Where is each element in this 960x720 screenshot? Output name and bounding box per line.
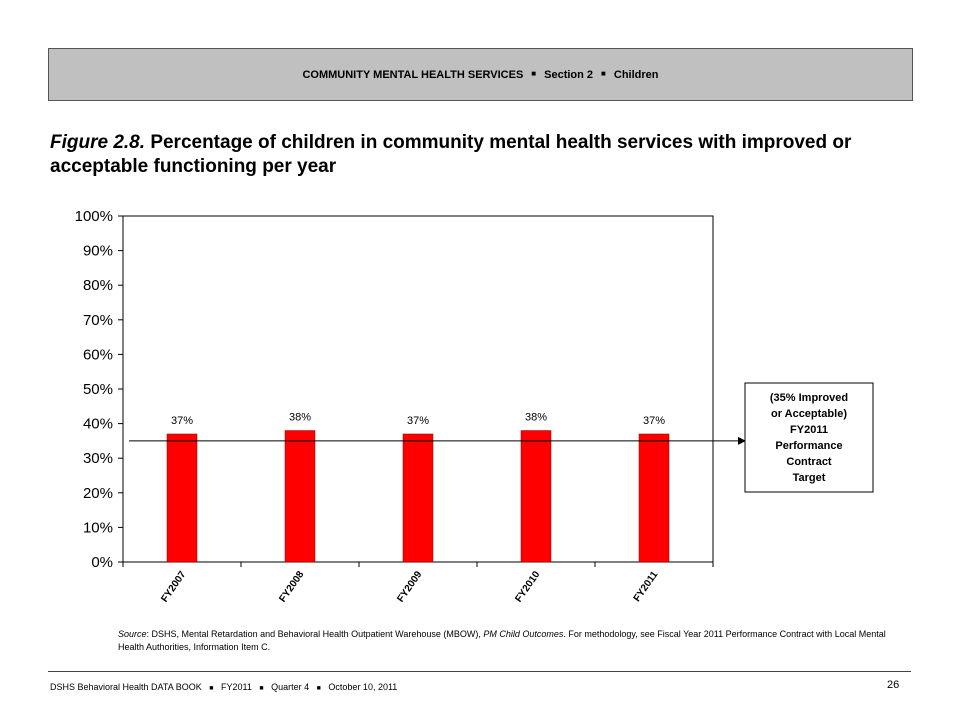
x-axis: FY2007 FY2008 FY2009 FY2010 FY2011 bbox=[122, 562, 714, 604]
x-tick-label: FY2007 bbox=[159, 569, 188, 604]
footer: DSHS Behavioral Health DATA BOOK ■ FY201… bbox=[50, 682, 397, 692]
y-tick-label: 0% bbox=[91, 554, 113, 571]
data-label: 37% bbox=[643, 415, 665, 427]
bar-chart: 0% 10% 20% 30% 40% 50% 60% 70% 80% 90% 100% FY2007… bbox=[75, 208, 874, 604]
bar bbox=[284, 430, 316, 563]
data-label: 38% bbox=[289, 412, 311, 424]
section-header: COMMUNITY MENTAL HEALTH SERVICES ■ Secti… bbox=[48, 48, 913, 101]
performance-target: (35% Improved or Acceptable) FY2011 Perform… bbox=[129, 382, 874, 493]
y-tick-label: 90% bbox=[83, 243, 113, 260]
source-prefix: Source bbox=[118, 629, 147, 639]
footer-divider bbox=[48, 671, 911, 672]
y-tick-label: 50% bbox=[83, 381, 113, 398]
x-tick-label: FY2010 bbox=[513, 569, 542, 604]
figure-title: Figure 2.8. Percentage of children in co… bbox=[50, 131, 870, 179]
data-label: 38% bbox=[525, 412, 547, 424]
source-text-2: . For methodology, see Fiscal Year 2011 … bbox=[118, 629, 886, 652]
header-section: Section 2 bbox=[544, 68, 594, 81]
target-label-line: FY2011 bbox=[790, 424, 828, 436]
target-label-box bbox=[744, 382, 874, 493]
header-separator: ■ bbox=[601, 69, 606, 78]
y-tick-label: 100% bbox=[75, 208, 113, 225]
header-population: Children bbox=[613, 68, 659, 81]
target-label-line: (35% Improved bbox=[770, 392, 848, 404]
target-label: (35% Improved or Acceptable) FY2011 Perform… bbox=[770, 392, 848, 484]
source-text-1: : DSHS, Mental Retardation and Behaviora… bbox=[146, 629, 484, 639]
bar bbox=[638, 433, 670, 563]
y-axis: 0% 10% 20% 30% 40% 50% 60% 70% 80% 90% 100% bbox=[75, 208, 123, 571]
footer-book: DSHS Behavioral Health DATA BOOK bbox=[50, 682, 202, 692]
header-separator: ■ bbox=[531, 69, 537, 78]
source-note: Source: DSHS, Mental Retardation and Beh… bbox=[118, 628, 908, 654]
page-number: 26 bbox=[887, 679, 900, 691]
data-label: 37% bbox=[171, 415, 193, 427]
bar bbox=[166, 433, 198, 563]
target-label-line: Performance bbox=[775, 440, 842, 452]
source-italic-text: PM Child Outcomes bbox=[483, 629, 564, 639]
footer-fiscal-year: FY2011 bbox=[221, 682, 252, 692]
footer-separator: ■ bbox=[259, 685, 264, 692]
y-tick-label: 60% bbox=[83, 346, 113, 363]
target-label-line: Contract bbox=[786, 456, 832, 468]
figure-title-text: Percentage of children in community ment… bbox=[50, 132, 852, 177]
header-section-title: COMMUNITY MENTAL HEALTH SERVICES bbox=[302, 68, 524, 81]
y-tick-label: 70% bbox=[83, 312, 113, 329]
footer-separator: ■ bbox=[316, 685, 321, 692]
y-tick-label: 10% bbox=[83, 519, 113, 536]
bar bbox=[520, 430, 552, 563]
data-label: 37% bbox=[407, 415, 429, 427]
figure-label: Figure 2.8. bbox=[50, 132, 146, 153]
footer-date: October 10, 2011 bbox=[328, 682, 398, 692]
footer-separator: ■ bbox=[209, 685, 214, 692]
target-label-line: Target bbox=[793, 472, 826, 484]
footer-quarter: Quarter 4 bbox=[271, 682, 310, 692]
target-label-line: or Acceptable) bbox=[771, 408, 847, 420]
x-tick-label: FY2008 bbox=[277, 569, 306, 604]
y-tick-label: 20% bbox=[83, 485, 113, 502]
y-tick-label: 30% bbox=[83, 450, 113, 467]
x-tick-label: FY2009 bbox=[395, 569, 424, 604]
y-tick-label: 40% bbox=[83, 416, 113, 433]
bar bbox=[402, 433, 434, 563]
bars bbox=[166, 430, 670, 563]
y-tick-label: 80% bbox=[83, 277, 113, 294]
x-tick-label: FY2011 bbox=[632, 569, 661, 604]
data-labels: 37% 38% 37% 38% 37% bbox=[171, 412, 665, 427]
